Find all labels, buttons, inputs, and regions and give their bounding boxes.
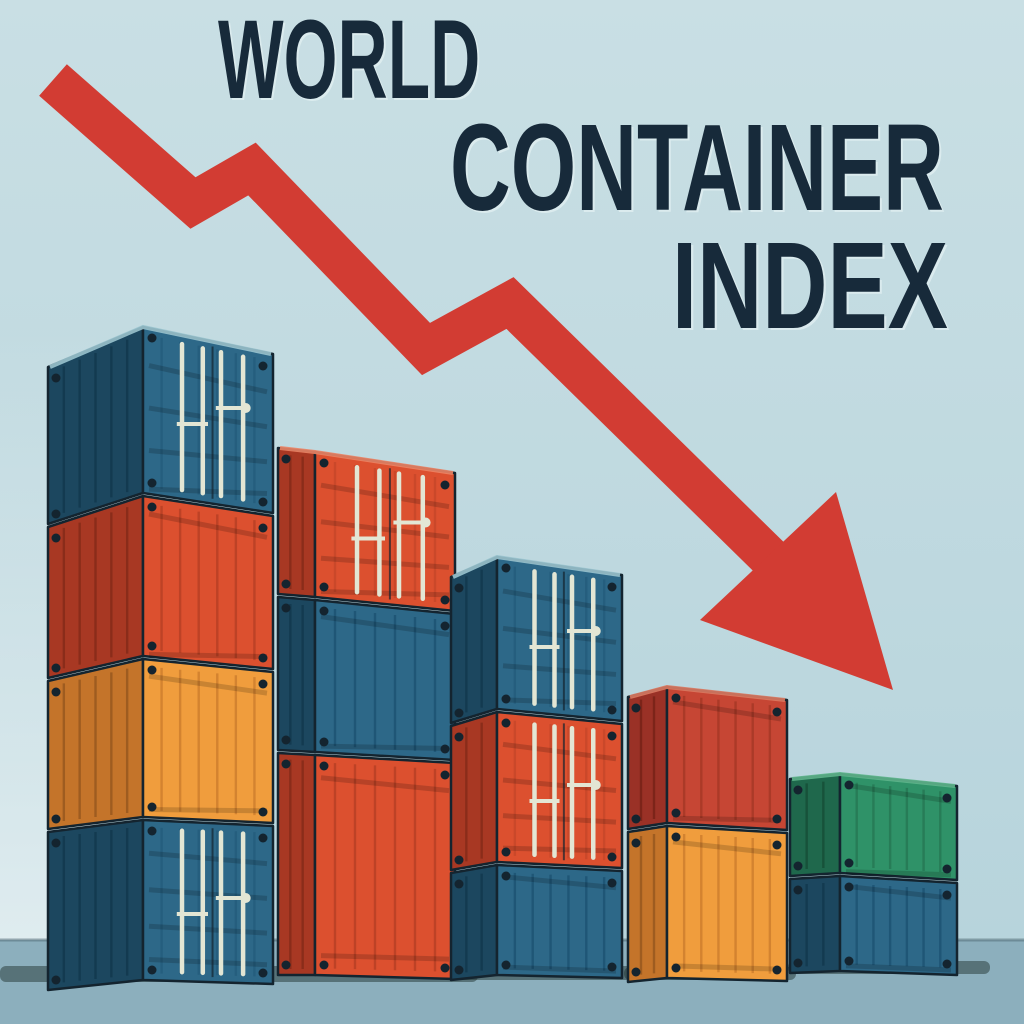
shipping-container bbox=[46, 494, 275, 680]
shipping-container bbox=[449, 554, 624, 725]
shipping-container bbox=[626, 684, 789, 832]
shipping-container bbox=[788, 771, 959, 882]
container-stack-3 bbox=[449, 554, 624, 982]
shipping-container bbox=[276, 751, 457, 981]
container-stack-4 bbox=[626, 684, 789, 984]
shipping-container bbox=[626, 824, 789, 984]
downward-trend-arrow-icon bbox=[39, 64, 893, 690]
shipping-container bbox=[46, 324, 275, 526]
shipping-container bbox=[46, 657, 275, 831]
container-stacks bbox=[46, 324, 959, 992]
shipping-container bbox=[788, 874, 959, 977]
shipping-container bbox=[46, 818, 275, 992]
shipping-container bbox=[276, 595, 457, 762]
container-stack-1 bbox=[46, 324, 275, 992]
container-stack-2 bbox=[276, 446, 457, 981]
shipping-container bbox=[276, 446, 457, 613]
shipping-container bbox=[449, 710, 624, 872]
container-stack-5 bbox=[788, 771, 959, 977]
shipping-container bbox=[449, 863, 624, 982]
